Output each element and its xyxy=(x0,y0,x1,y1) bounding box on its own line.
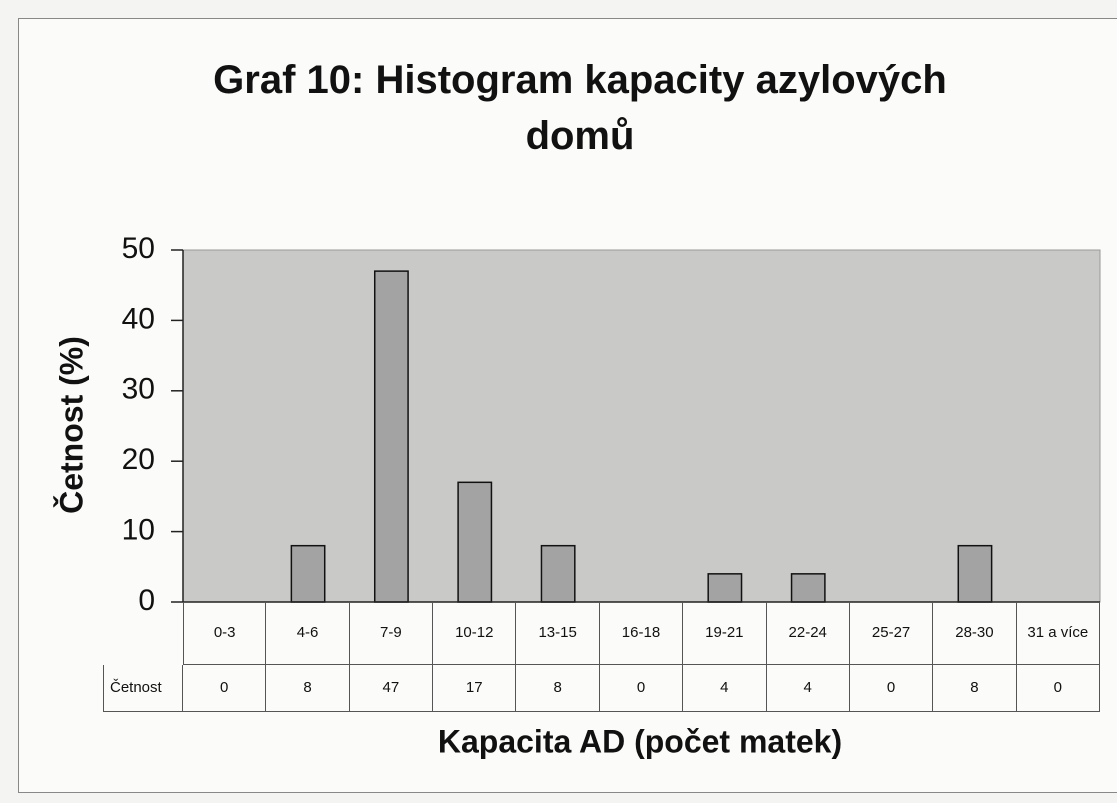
x-tick-label: 0-3 xyxy=(183,602,267,665)
x-tick-label: 7-9 xyxy=(349,602,434,665)
data-label: 8 xyxy=(266,665,350,712)
data-label: 0 xyxy=(599,665,684,712)
x-tick-label: 19-21 xyxy=(683,602,767,665)
data-label: 8 xyxy=(933,665,1017,712)
data-label: 0 xyxy=(1016,665,1100,712)
data-label: 17 xyxy=(433,665,517,712)
y-tick-label: 50 xyxy=(122,232,155,265)
y-tick-label: 0 xyxy=(138,584,155,617)
x-tick-label: 28-30 xyxy=(933,602,1017,665)
legend-entry: Četnost xyxy=(103,665,183,712)
x-tick-label: 31 a více xyxy=(1016,602,1100,665)
data-label: 0 xyxy=(849,665,934,712)
data-label: 4 xyxy=(766,665,850,712)
x-axis-label: Kapacita AD (počet matek) xyxy=(437,723,843,760)
y-tick-label: 40 xyxy=(122,302,155,335)
x-tick-label: 10-12 xyxy=(433,602,517,665)
bar xyxy=(957,544,993,603)
data-label: 8 xyxy=(516,665,600,712)
plot-area xyxy=(182,249,1101,603)
x-tick-label: 13-15 xyxy=(516,602,600,665)
x-tick-label: 4-6 xyxy=(266,602,350,665)
x-tick-label: 16-18 xyxy=(599,602,684,665)
bar xyxy=(457,481,493,603)
y-tick-label: 10 xyxy=(122,514,155,547)
bar xyxy=(707,573,743,603)
y-tick-label: 30 xyxy=(122,373,155,406)
data-label: 4 xyxy=(683,665,767,712)
data-label: 47 xyxy=(349,665,434,712)
bar xyxy=(790,573,826,603)
bar xyxy=(373,270,409,603)
y-tick-label: 20 xyxy=(122,443,155,476)
x-tick-label: 25-27 xyxy=(849,602,934,665)
data-label: 0 xyxy=(183,665,267,712)
x-tick-label: 22-24 xyxy=(766,602,850,665)
bar xyxy=(290,544,326,603)
chart-title: Graf 10: Histogram kapacity azylových do… xyxy=(213,58,947,158)
bar xyxy=(540,544,576,603)
